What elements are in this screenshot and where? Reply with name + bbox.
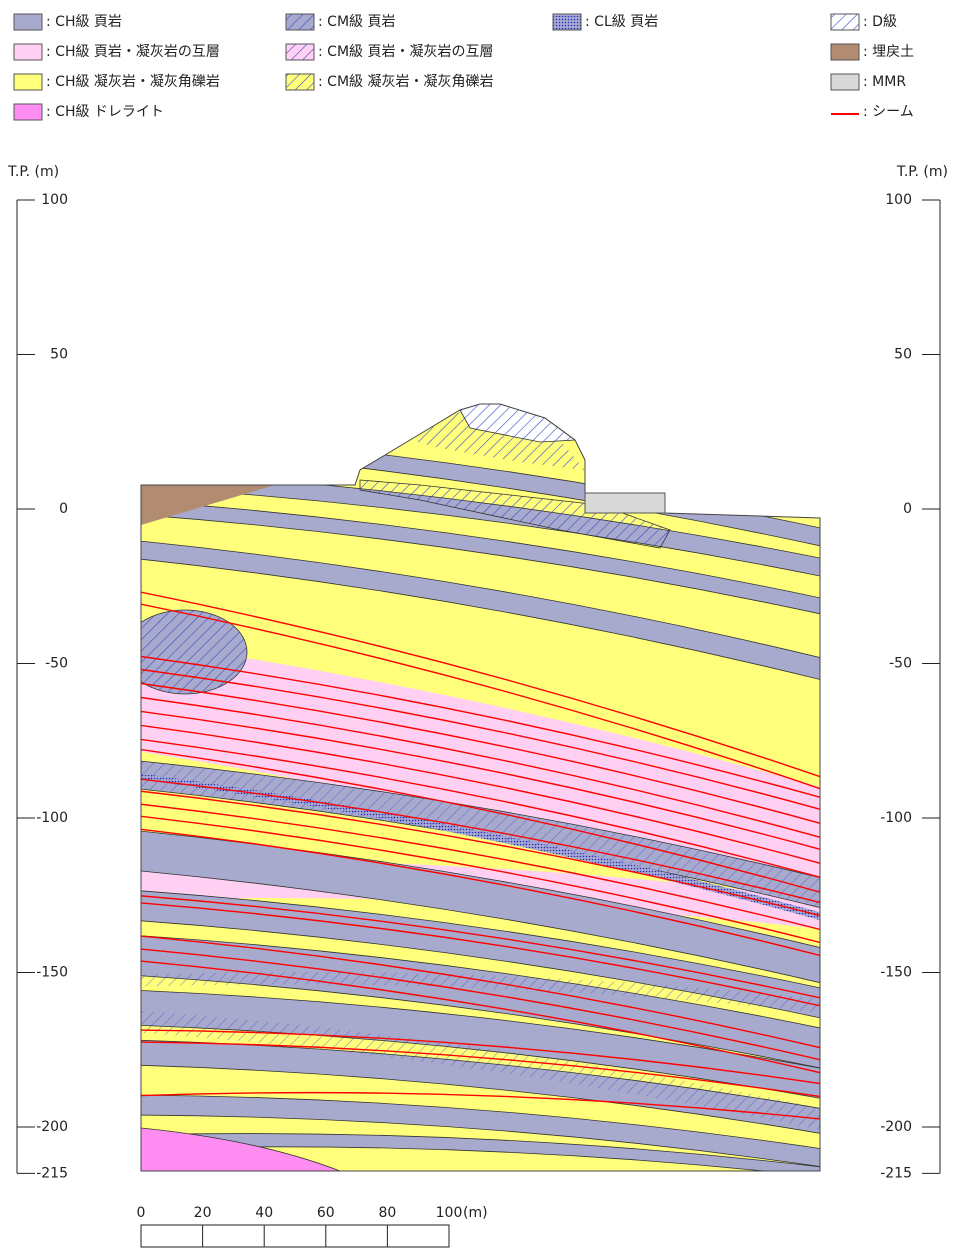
seam (141, 681, 820, 827)
seam (141, 695, 820, 841)
tick-label: -100 (880, 810, 912, 826)
seam (141, 959, 820, 1076)
legend-label: : MMR (863, 74, 906, 90)
legend-label: : CH級 頁岩 (46, 14, 122, 30)
tick-label: 50 (50, 347, 68, 363)
seam (141, 1091, 820, 1121)
scale-label: 40 (255, 1205, 273, 1221)
seam (141, 601, 820, 793)
seam (141, 894, 820, 1001)
tick-label: -50 (889, 656, 912, 672)
shale-layer (141, 1133, 820, 1171)
shale-layer (141, 829, 820, 986)
legend-swatch-hatch (285, 13, 315, 31)
scale-label: 100 (436, 1205, 463, 1221)
tick-label: -150 (880, 965, 912, 981)
seam (141, 654, 820, 801)
legend-swatch (13, 73, 43, 91)
seam (141, 777, 820, 906)
legend-label: : D級 (863, 14, 897, 30)
legend-label: : CH級 ドレライト (46, 104, 164, 120)
legend-swatch (830, 73, 860, 91)
tick-label: -150 (36, 965, 68, 981)
seam (141, 589, 820, 781)
legend-label: : シーム (863, 104, 914, 120)
tick-label: -215 (880, 1165, 912, 1181)
legend-swatch (13, 43, 43, 61)
tick-label: 100 (885, 192, 912, 208)
tick-label: 0 (903, 501, 912, 517)
seam (141, 934, 820, 1051)
tick-label: -200 (36, 1119, 68, 1135)
legend-swatch (830, 43, 860, 61)
seam (141, 667, 820, 813)
tick-label: -215 (36, 1165, 68, 1181)
seam (141, 747, 820, 896)
legend-swatch (13, 103, 43, 121)
seam (141, 802, 820, 933)
cm-zone (141, 971, 820, 1014)
d-zone-hatch (460, 404, 575, 442)
legend-swatch (13, 13, 43, 31)
scale-unit: (m) (463, 1205, 488, 1221)
legend-swatch (552, 13, 582, 31)
shale-layer (141, 1094, 820, 1169)
legend-label: : CM級 頁岩・凝灰岩の互層 (318, 44, 493, 60)
scale-bar (140, 1224, 450, 1248)
tick-label: -50 (45, 656, 68, 672)
legend-label: : CH級 頁岩・凝灰岩の互層 (46, 44, 220, 60)
seam (141, 814, 820, 946)
cm-zone (359, 479, 671, 549)
seam (141, 723, 820, 867)
section-outline (140, 403, 821, 1172)
tick-label: 0 (59, 501, 68, 517)
seam (141, 737, 820, 881)
shale-layer (141, 889, 820, 1021)
legend-label: : CM級 凝灰岩・凝灰角礫岩 (318, 74, 493, 90)
legend-swatch-hatch (830, 13, 860, 31)
tick-label: 50 (894, 347, 912, 363)
tick-label: -200 (880, 1119, 912, 1135)
axis-title: T.P. (m) (7, 164, 59, 180)
scale-label: 60 (317, 1205, 335, 1221)
legend-swatch-hatch (285, 73, 315, 91)
cm-zone (141, 760, 820, 910)
seam (141, 789, 820, 919)
section (141, 404, 820, 1171)
tick-label: 100 (41, 192, 68, 208)
seam (141, 709, 820, 853)
cm-zone (141, 1010, 820, 1132)
shale-layer (141, 539, 820, 683)
dolerite (141, 1127, 341, 1171)
scale-label: 0 (137, 1205, 146, 1221)
scale-label: 80 (378, 1205, 396, 1221)
legend-swatch-hatch (285, 43, 315, 61)
axis-title: T.P. (m) (896, 164, 948, 180)
seam (141, 1041, 820, 1099)
seam (141, 947, 820, 1063)
seam (141, 827, 820, 959)
legend-label: : CM級 頁岩 (318, 14, 395, 30)
tick-label: -100 (36, 810, 68, 826)
scale-label: 20 (194, 1205, 212, 1221)
legend-label: : 埋戻土 (863, 44, 914, 60)
seam (141, 901, 820, 1009)
mmr (584, 492, 666, 514)
legend-label: : CL級 頁岩 (585, 14, 658, 30)
cm-zone-hatch (141, 610, 247, 694)
seam (141, 1029, 820, 1086)
cm-zone (410, 412, 585, 470)
backfill (141, 485, 275, 525)
legend-label: : CH級 凝灰岩・凝灰角礫岩 (46, 74, 220, 90)
shale-layer (141, 499, 820, 617)
